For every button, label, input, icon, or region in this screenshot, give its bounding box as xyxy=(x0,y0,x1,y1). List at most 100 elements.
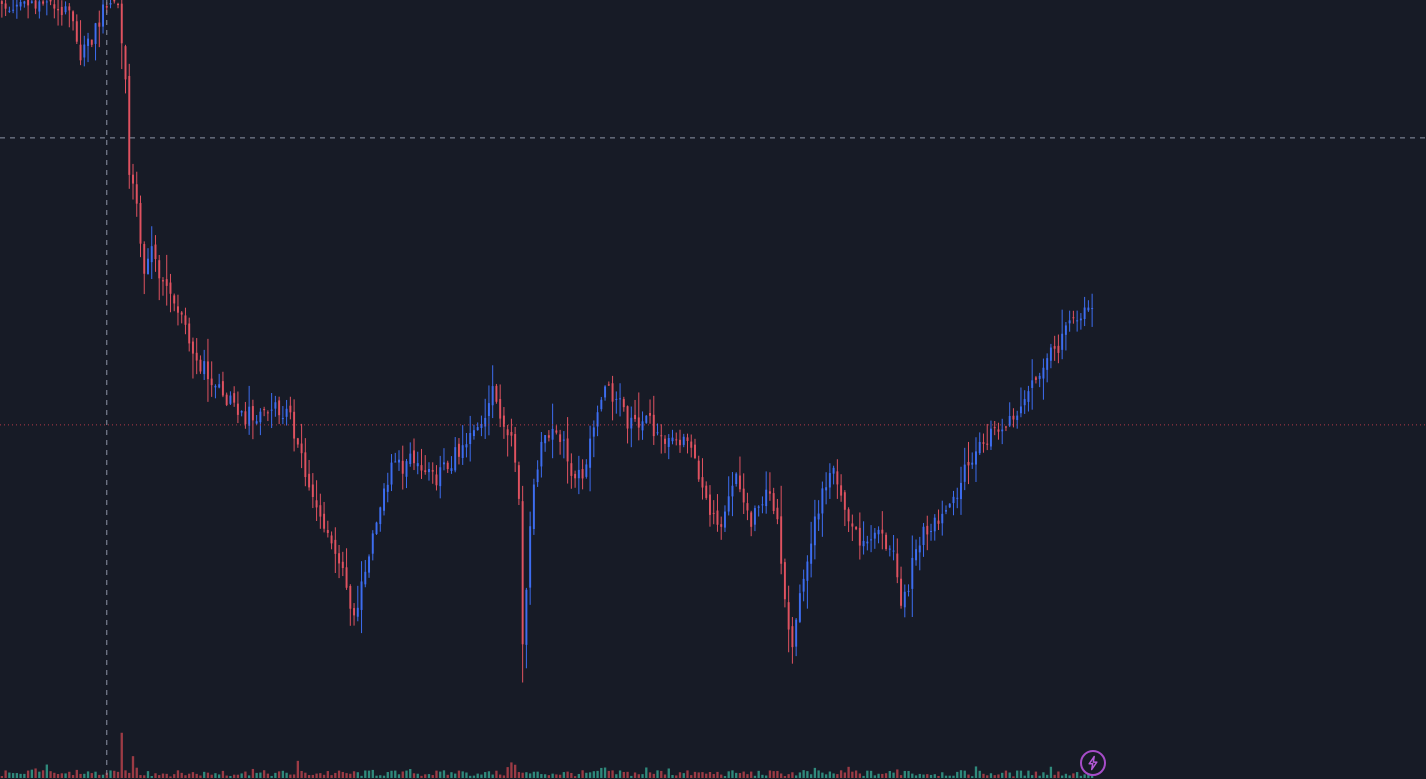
volume-bar xyxy=(176,770,180,778)
volume-bar xyxy=(150,775,153,778)
candle-body xyxy=(308,473,311,488)
volume-bar xyxy=(686,770,689,778)
volume-bar xyxy=(446,774,449,778)
volume-bar xyxy=(180,772,183,778)
volume-bar xyxy=(360,775,363,778)
candle-body xyxy=(102,4,105,27)
volume-bar xyxy=(322,774,326,778)
candle-body xyxy=(195,352,198,361)
volume-bar xyxy=(41,770,45,778)
volume-bar xyxy=(1079,775,1083,778)
candle-body xyxy=(1091,308,1094,310)
candle-body xyxy=(315,500,318,508)
lightning-icon[interactable] xyxy=(1080,750,1106,776)
volume-bar xyxy=(791,772,794,778)
volume-bar xyxy=(491,774,494,778)
candle-body xyxy=(607,384,610,386)
volume-bar xyxy=(971,776,974,778)
candle-body xyxy=(4,3,7,9)
candle-body xyxy=(589,438,592,468)
volume-bar xyxy=(558,774,562,778)
volume-bar xyxy=(210,774,213,778)
candle-body xyxy=(12,9,15,11)
candle-body xyxy=(491,386,494,406)
candle-body xyxy=(266,412,269,414)
volume-bar xyxy=(435,770,438,778)
volume-bar xyxy=(555,774,558,778)
volume-bar xyxy=(229,775,232,778)
candle-body xyxy=(885,534,888,550)
candle-body xyxy=(345,567,348,588)
volume-bar xyxy=(53,772,56,778)
volume-bar xyxy=(394,770,397,778)
volume-bar xyxy=(630,775,633,778)
volume-bar xyxy=(1031,775,1034,778)
candle-body xyxy=(933,517,936,532)
volume-bar xyxy=(274,772,277,778)
candle-body xyxy=(435,474,438,486)
candle-body xyxy=(843,492,846,510)
volume-bar xyxy=(30,769,34,778)
candle-body xyxy=(191,341,194,354)
volume-bar xyxy=(364,770,367,778)
volume-bar xyxy=(184,775,187,778)
volume-bar xyxy=(439,771,442,778)
candle-body xyxy=(1068,320,1071,324)
candle-layer xyxy=(0,0,1094,683)
candle-body xyxy=(338,553,341,564)
volume-bar xyxy=(948,775,951,778)
candle-body xyxy=(188,323,191,344)
volume-bar xyxy=(603,767,607,778)
volume-bar xyxy=(588,772,592,778)
candle-body xyxy=(641,421,644,431)
volume-bar xyxy=(517,772,521,778)
volume-bar xyxy=(663,774,667,778)
volume-bar xyxy=(484,772,487,778)
volume-bar xyxy=(986,775,989,778)
volume-bar xyxy=(454,773,457,778)
volume-bar xyxy=(1075,772,1079,778)
volume-bar xyxy=(967,774,970,778)
candle-body xyxy=(255,421,258,424)
volume-bar xyxy=(397,774,401,778)
volume-bar xyxy=(427,774,431,778)
volume-bar xyxy=(1057,771,1060,778)
candle-body xyxy=(585,464,588,477)
candle-body xyxy=(349,585,352,609)
volume-bar xyxy=(798,772,802,778)
candle-body xyxy=(577,469,580,479)
volume-bar xyxy=(251,768,255,778)
candle-body xyxy=(225,394,228,405)
volume-bar xyxy=(472,775,476,778)
candle-body xyxy=(664,438,666,444)
volume-bar xyxy=(1068,775,1071,778)
candle-body xyxy=(783,562,786,600)
volume-bar xyxy=(671,774,674,778)
candle-body xyxy=(259,411,262,423)
candle-body xyxy=(750,512,753,527)
volume-bar xyxy=(956,771,959,778)
volume-bar xyxy=(813,767,817,778)
candle-body xyxy=(948,503,951,508)
candle-body xyxy=(858,527,861,546)
volume-bar xyxy=(622,771,625,778)
volume-bar xyxy=(510,762,513,778)
volume-bar xyxy=(266,773,270,778)
candle-body xyxy=(143,244,146,274)
volume-bar xyxy=(382,775,386,778)
candle-body xyxy=(83,44,86,58)
candle-body xyxy=(798,593,801,622)
candle-body xyxy=(510,431,513,436)
candle-body xyxy=(0,1,3,4)
volume-bar xyxy=(300,770,303,778)
candle-body xyxy=(330,535,333,544)
candle-body xyxy=(274,402,277,409)
candle-body xyxy=(176,306,179,313)
volume-bar xyxy=(158,775,161,778)
volume-bar xyxy=(262,770,266,778)
candle-body xyxy=(622,399,625,408)
volume-bar xyxy=(165,773,168,778)
volume-bar xyxy=(1027,770,1030,778)
